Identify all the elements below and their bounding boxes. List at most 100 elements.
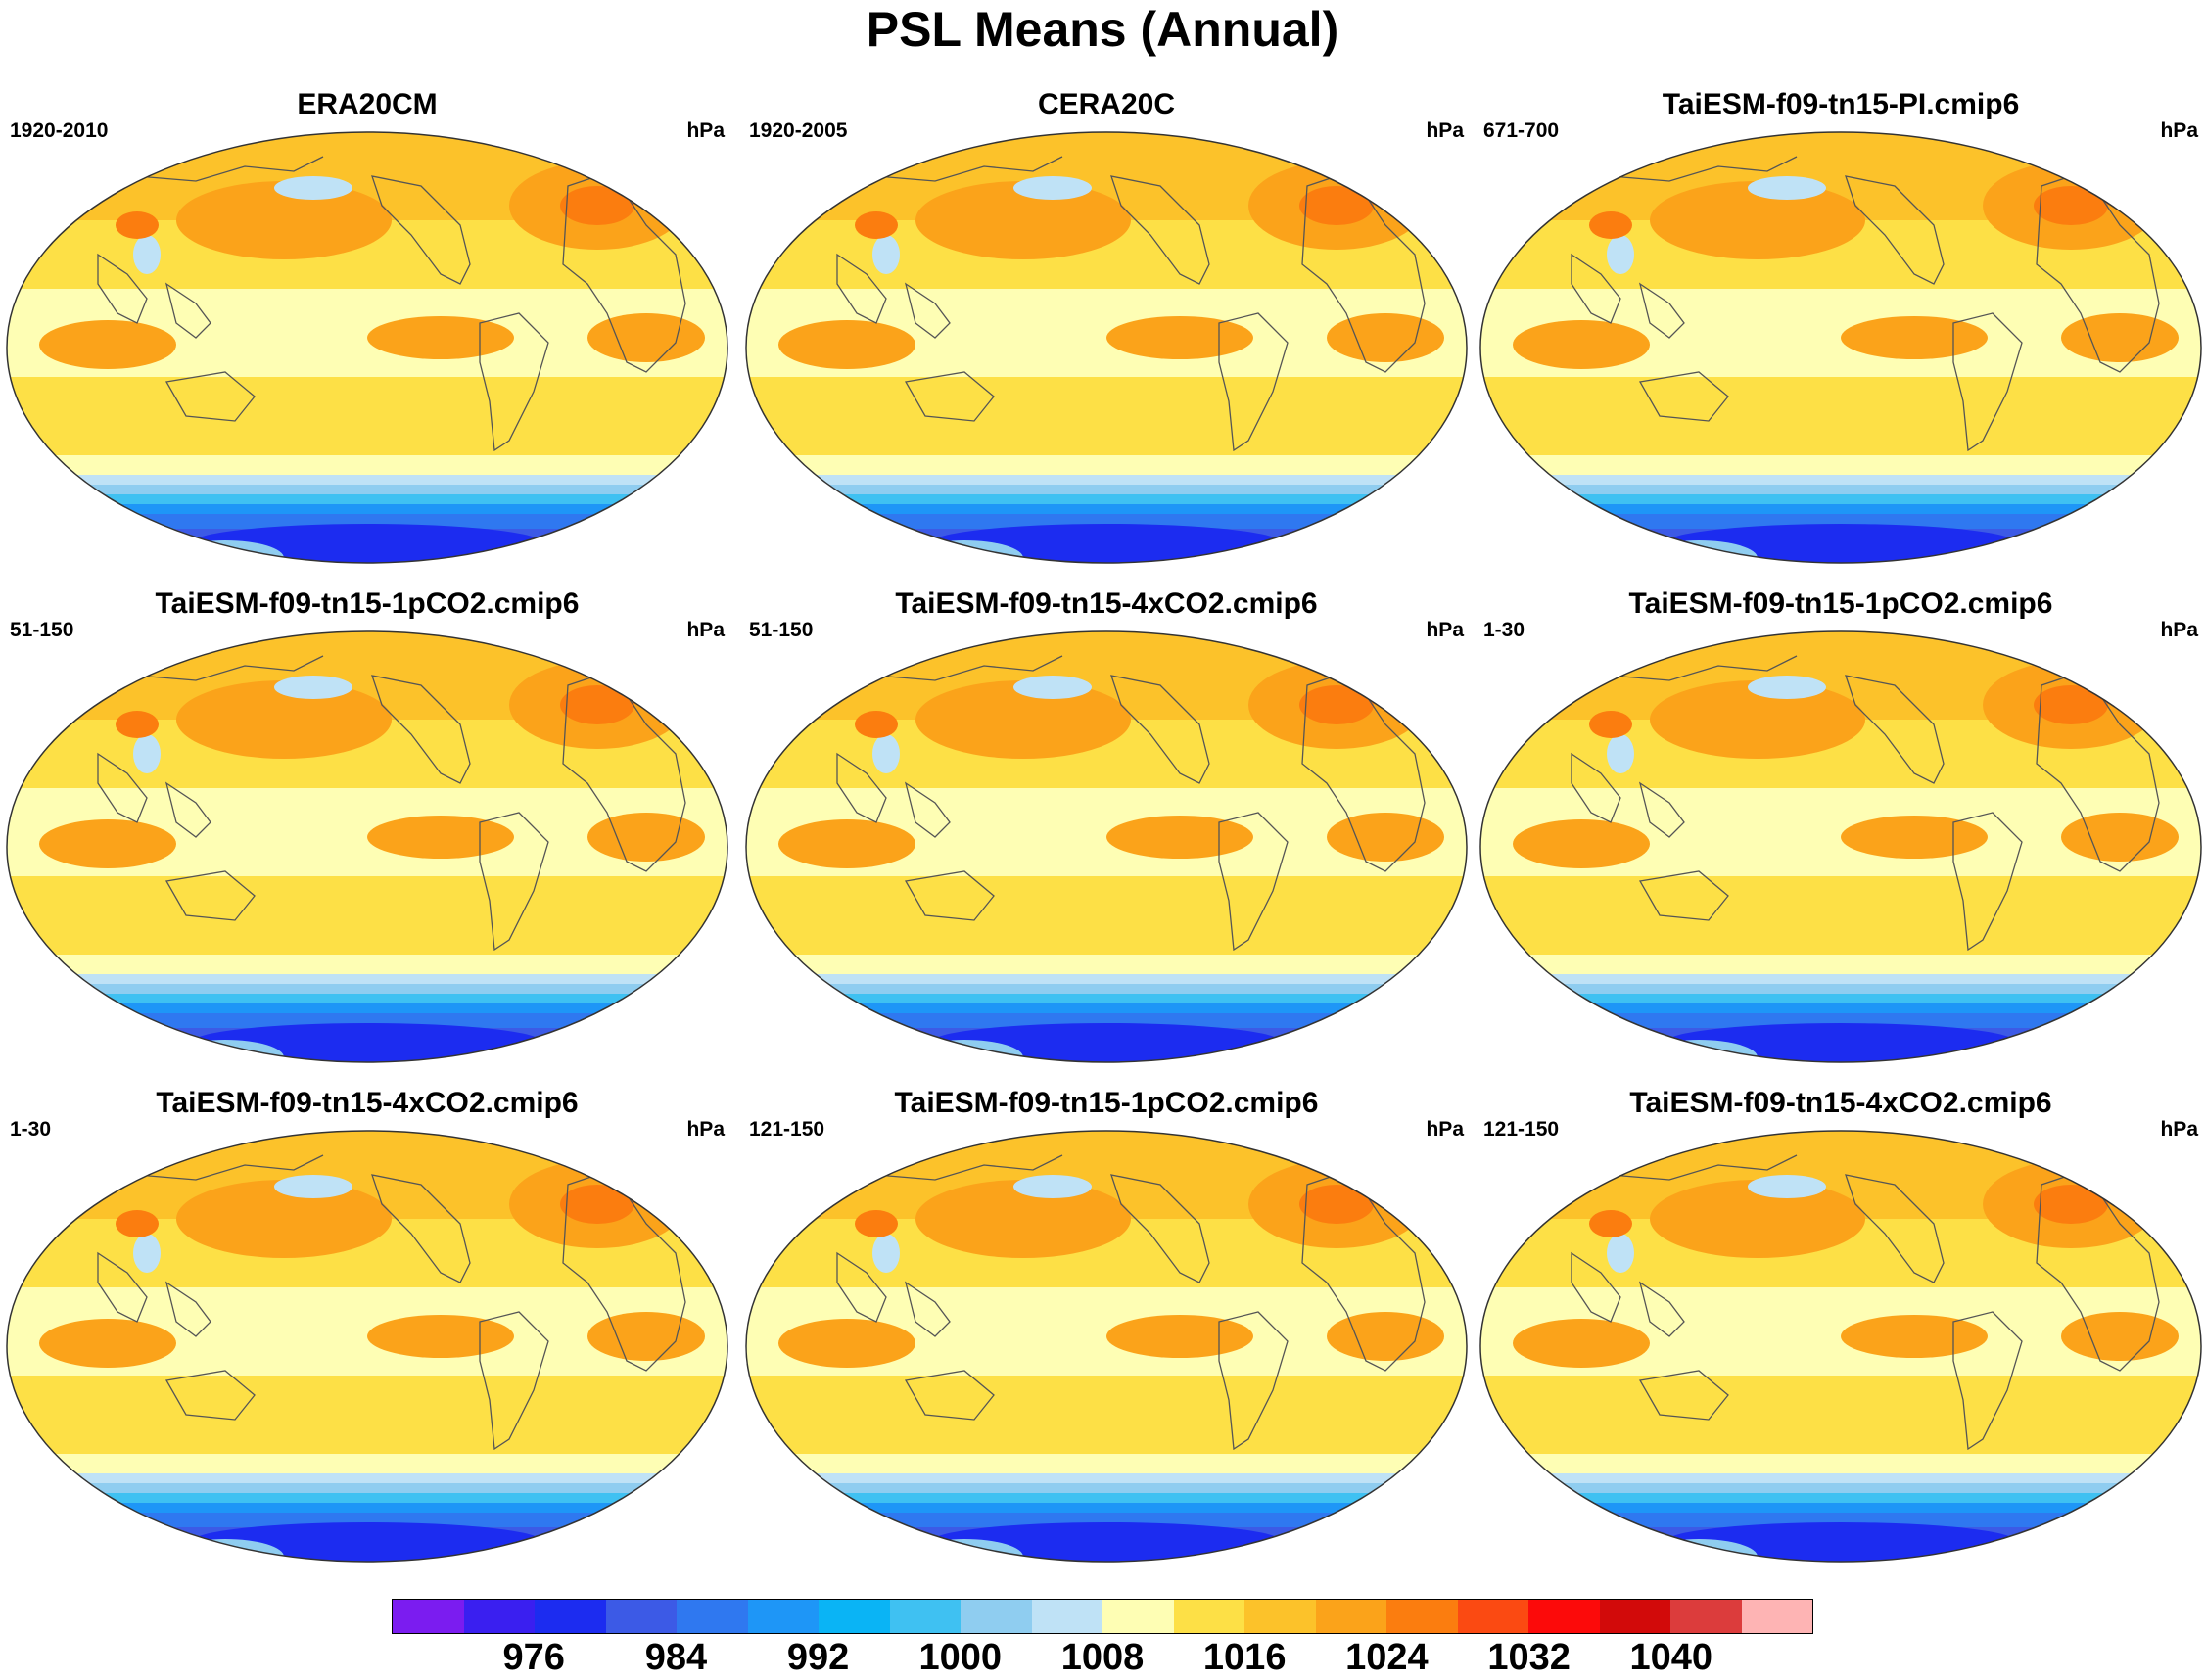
panel-units: hPa [2160, 119, 2198, 142]
subpolar-low [1333, 144, 1376, 179]
subpolar-low [1607, 734, 1634, 773]
colorbar-label: 1016 [1202, 1637, 1287, 1678]
coastline [1218, 312, 1289, 452]
subtropical-high [1650, 1180, 1865, 1258]
psl-band [7, 1376, 727, 1454]
coastline [904, 1281, 951, 1337]
psl-band [746, 485, 1467, 494]
psl-band [7, 485, 727, 494]
psl-band [1480, 984, 2201, 994]
psl-band [1480, 494, 2201, 504]
colorbar-segment [677, 1600, 748, 1633]
psl-band [746, 377, 1467, 455]
subtropical-high [39, 320, 176, 369]
tibetan-high [116, 211, 159, 239]
azores-high-core [1299, 685, 1374, 724]
subpolar-low [274, 676, 352, 699]
map-panel: TaiESM-f09-tn15-1pCO2.cmip6 1-30 hPa [1474, 587, 2205, 1077]
subtropical-high [1327, 313, 1444, 362]
map-panel: ERA20CM 1920-2010 hPa [0, 88, 734, 578]
psl-band [7, 1493, 727, 1503]
panel-units: hPa [686, 1118, 725, 1141]
subtropical-high [176, 680, 392, 759]
subpolar-low [872, 235, 900, 274]
coastline [1638, 1370, 1729, 1421]
colorbar-segment [819, 1600, 890, 1633]
psl-band [746, 455, 1467, 475]
coastline [836, 1251, 887, 1323]
subtropical-high [915, 181, 1131, 259]
psl-band [1480, 1473, 2201, 1483]
subpolar-low [593, 1143, 636, 1178]
subpolar-low [133, 734, 161, 773]
coastline [1952, 812, 2023, 952]
colorbar-label: 976 [502, 1637, 565, 1678]
subpolar-low [1013, 1175, 1092, 1198]
psl-map [745, 131, 1468, 564]
map-border [6, 630, 728, 1063]
psl-map [1479, 131, 2202, 564]
subtropical-high [1106, 316, 1253, 359]
subpolar-low [872, 1234, 900, 1273]
subtropical-high [2061, 1312, 2179, 1361]
map-panel: TaiESM-f09-tn15-1pCO2.cmip6 121-150 hPa [739, 1087, 1474, 1576]
psl-band [746, 514, 1467, 529]
panel-period: 1-30 [10, 1118, 52, 1141]
map-panel: TaiESM-f09-tn15-4xCO2.cmip6 121-150 hPa [1474, 1087, 2205, 1576]
panel-units: hPa [1426, 119, 1464, 142]
subpolar-low [1748, 176, 1826, 200]
panel-units: hPa [2160, 619, 2198, 641]
tibetan-high [855, 711, 898, 738]
psl-band [7, 984, 727, 994]
coastline [1638, 781, 1685, 838]
subtropical-high [1650, 680, 1865, 759]
panel-units: hPa [2160, 1118, 2198, 1141]
azores-high-core [1299, 186, 1374, 225]
azores-high-core [2034, 685, 2108, 724]
tibetan-high [855, 1210, 898, 1237]
coastline [625, 1137, 668, 1166]
panel-units: hPa [686, 619, 725, 641]
map-panel: TaiESM-f09-tn15-4xCO2.cmip6 1-30 hPa [0, 1087, 734, 1576]
subtropical-high [367, 816, 514, 859]
panel-period: 1920-2010 [10, 119, 109, 142]
subpolar-low [2067, 1143, 2110, 1178]
coastline [371, 675, 471, 784]
psl-band [746, 1473, 1467, 1483]
subtropical-high [2061, 313, 2179, 362]
colorbar-segment [1031, 1600, 1102, 1633]
panel-title: TaiESM-f09-tn15-1pCO2.cmip6 [155, 587, 580, 620]
psl-band [1480, 1513, 2201, 1527]
azores-high-core [1299, 1185, 1374, 1224]
coastline [904, 371, 995, 422]
coastline [164, 870, 256, 921]
coastline [1110, 1174, 1210, 1283]
coastline [1952, 312, 2023, 452]
psl-band [746, 1483, 1467, 1493]
subtropical-high [39, 819, 176, 868]
subpolar-low [593, 643, 636, 678]
colorbar-segment [961, 1600, 1032, 1633]
subpolar-low [1013, 176, 1092, 200]
psl-band [7, 974, 727, 984]
colorbar-segment [889, 1600, 961, 1633]
panel-title: TaiESM-f09-tn15-4xCO2.cmip6 [1629, 1087, 2052, 1119]
panel-title: CERA20C [1037, 88, 1176, 120]
coastline [1638, 371, 1729, 422]
colorbar-segment [1599, 1600, 1670, 1633]
panel-period: 51-150 [10, 619, 74, 641]
coastline [1845, 675, 1945, 784]
psl-band [7, 504, 727, 514]
psl-band [1480, 1493, 2201, 1503]
subpolar-low [1333, 1143, 1376, 1178]
colorbar-segment [1102, 1600, 1174, 1633]
azores-high-core [560, 685, 634, 724]
subpolar-low [133, 235, 161, 274]
colorbar-segment [1457, 1600, 1528, 1633]
psl-band [1480, 1376, 2201, 1454]
tibetan-high [1589, 1210, 1632, 1237]
coastline [1952, 1311, 2023, 1451]
colorbar-segment [1528, 1600, 1600, 1633]
subtropical-high [176, 181, 392, 259]
psl-band [1480, 514, 2201, 529]
